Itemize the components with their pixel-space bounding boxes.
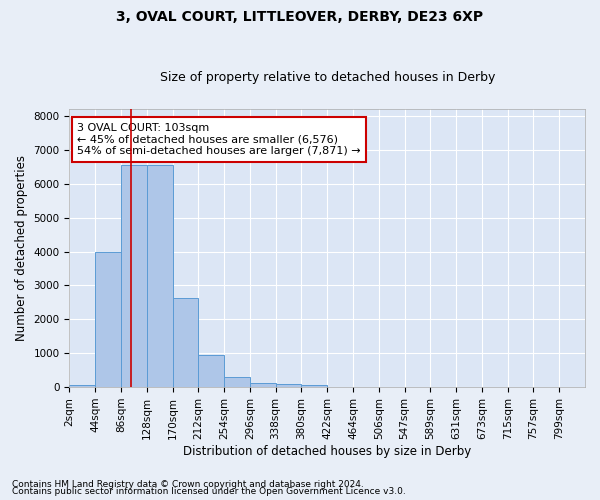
Text: Contains HM Land Registry data © Crown copyright and database right 2024.: Contains HM Land Registry data © Crown c… [12, 480, 364, 489]
Bar [301, 384, 327, 387]
Text: 3, OVAL COURT, LITTLEOVER, DERBY, DE23 6XP: 3, OVAL COURT, LITTLEOVER, DERBY, DE23 6… [116, 10, 484, 24]
Text: 3 OVAL COURT: 103sqm
← 45% of detached houses are smaller (6,576)
54% of semi-de: 3 OVAL COURT: 103sqm ← 45% of detached h… [77, 123, 361, 156]
Bar [199, 355, 224, 387]
Title: Size of property relative to detached houses in Derby: Size of property relative to detached ho… [160, 72, 495, 85]
Text: Contains public sector information licensed under the Open Government Licence v3: Contains public sector information licen… [12, 487, 406, 496]
Bar [275, 384, 301, 387]
Bar [95, 252, 121, 387]
Bar [147, 165, 173, 387]
Bar [121, 165, 147, 387]
Bar [250, 383, 275, 387]
Y-axis label: Number of detached properties: Number of detached properties [15, 155, 28, 341]
X-axis label: Distribution of detached houses by size in Derby: Distribution of detached houses by size … [183, 444, 472, 458]
Bar [173, 298, 199, 387]
Bar [70, 384, 95, 387]
Bar [224, 377, 250, 387]
